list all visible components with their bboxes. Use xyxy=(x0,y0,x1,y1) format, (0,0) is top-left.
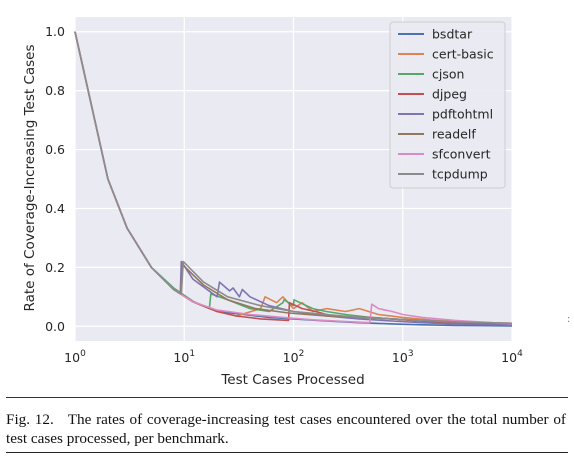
y-tick-label: 0.0 xyxy=(45,319,65,334)
legend-box xyxy=(389,21,506,189)
legend-label-cert-basic: cert-basic xyxy=(432,47,494,62)
caption-label: Fig. 12. xyxy=(6,411,54,428)
legend-label-cjson: cjson xyxy=(432,67,464,82)
caption-underline xyxy=(6,452,568,453)
y-tick-label: 0.4 xyxy=(45,201,65,216)
coverage-rate-chart: 100 101 102 103 104 0.0 0.2 0.4 0.6 0.8 1.0 Test … xyxy=(22,17,523,388)
x-tick-label: 102 xyxy=(283,349,305,365)
legend-label-sfconvert: sfconvert xyxy=(432,147,491,162)
x-axis-label: Test Cases Processed xyxy=(220,372,364,388)
y-tick-label: 0.2 xyxy=(45,260,65,275)
x-tick-label: 100 xyxy=(64,349,86,365)
x-tick-labels: 100 101 102 103 104 xyxy=(64,349,523,365)
y-tick-label: 1.0 xyxy=(45,24,65,39)
legend-label-bsdtar: bsdtar xyxy=(432,27,473,42)
legend-label-tcpdump: tcpdump xyxy=(432,167,488,182)
legend-label-djpeg: djpeg xyxy=(432,87,467,102)
caption-text: The rates of coverage-increasing test ca… xyxy=(6,411,566,447)
x-tick-label: 104 xyxy=(501,349,523,365)
y-axis-label: Rate of Coverage-Increasing Test Cases xyxy=(22,44,38,311)
y-tick-label: 0.8 xyxy=(45,83,65,98)
series-lines xyxy=(74,31,513,327)
x-tick-label: 103 xyxy=(392,349,414,365)
y-tick-labels: 0.0 0.2 0.4 0.6 0.8 1.0 xyxy=(45,24,65,334)
margin-mark: : xyxy=(567,314,571,325)
figure-caption: Fig. 12. The rates of coverage-increasin… xyxy=(6,410,566,448)
legend: bsdtar cert-basic cjson djpeg pdftohtml reade… xyxy=(389,21,506,189)
series-line-tcpdump xyxy=(74,31,513,325)
y-tick-label: 0.6 xyxy=(45,142,65,157)
legend-label-readelf: readelf xyxy=(432,127,476,142)
x-tick-label: 101 xyxy=(173,349,195,365)
legend-label-pdftohtml: pdftohtml xyxy=(432,107,493,122)
figure-top-rule xyxy=(6,397,568,398)
